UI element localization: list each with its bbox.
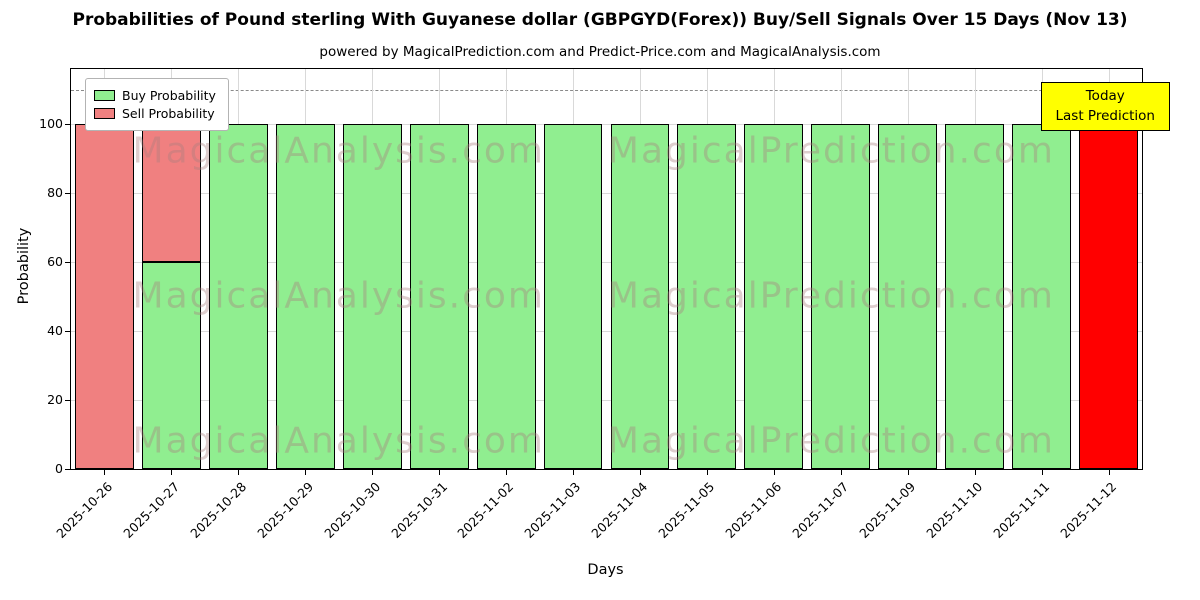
x-tick-mark (1108, 469, 1110, 475)
x-tick-label: 2025-11-06 (722, 479, 785, 541)
x-tick-label: 2025-10-30 (320, 479, 383, 541)
y-tick-label: 0 (55, 461, 63, 476)
bar-segment (409, 124, 469, 469)
bar-segment (811, 124, 871, 469)
legend-swatch (94, 90, 115, 101)
x-tick-mark (773, 469, 775, 475)
bar-segment (610, 124, 670, 469)
y-tick-label: 20 (47, 392, 63, 408)
dashed-threshold-line (71, 89, 1142, 91)
x-tick-mark (1041, 469, 1043, 475)
y-tick-mark (65, 469, 71, 470)
annotation-line-2: Last Prediction (1055, 107, 1155, 124)
x-tick-mark (439, 469, 441, 475)
x-tick-label: 2025-10-29 (253, 479, 316, 541)
x-tick-label: 2025-11-07 (789, 479, 852, 541)
bar-segment (141, 262, 201, 469)
x-tick-label: 2025-11-05 (655, 479, 718, 541)
y-tick-label: 80 (47, 185, 63, 201)
x-tick-mark (573, 469, 575, 475)
gridline-horizontal (71, 124, 1142, 126)
y-tick-label: 100 (39, 116, 63, 132)
x-tick-mark (840, 469, 842, 475)
bar-segment (744, 124, 804, 469)
bar-segment (342, 124, 402, 469)
x-tick-label: 2025-10-28 (186, 479, 249, 541)
x-tick-mark (706, 469, 708, 475)
bar-segment (945, 124, 1005, 469)
x-tick-mark (974, 469, 976, 475)
x-tick-mark (506, 469, 508, 475)
x-tick-label: 2025-10-26 (53, 479, 116, 541)
x-tick-label: 2025-11-09 (856, 479, 919, 541)
bar-segment (1079, 124, 1138, 469)
x-tick-mark (104, 469, 106, 475)
today-annotation: Today Last Prediction (1040, 82, 1170, 132)
legend-box: Buy Probability Sell Probability (85, 78, 229, 131)
x-tick-mark (171, 469, 173, 475)
chart-subtitle: powered by MagicalPrediction.com and Pre… (319, 44, 881, 60)
bar-segment (476, 124, 536, 469)
x-tick-label: 2025-11-03 (521, 479, 584, 541)
bar-segment (878, 124, 938, 469)
legend-label: Buy Probability (122, 88, 216, 103)
x-tick-label: 2025-11-12 (1057, 479, 1120, 541)
y-tick-label: 60 (47, 254, 63, 270)
gridline-horizontal (71, 400, 1142, 402)
x-tick-label: 2025-11-02 (454, 479, 517, 541)
x-tick-mark (372, 469, 374, 475)
legend-label: Sell Probability (122, 106, 215, 121)
y-tick-mark (65, 331, 71, 333)
annotation-line-1: Today (1085, 88, 1125, 104)
gridline-horizontal (71, 262, 1142, 264)
chart-title: Probabilities of Pound sterling With Guy… (72, 10, 1128, 30)
x-tick-label: 2025-10-31 (387, 479, 450, 541)
gridline-horizontal (71, 331, 1142, 333)
x-tick-mark (907, 469, 909, 475)
x-tick-label: 2025-11-11 (990, 479, 1053, 541)
bar-segment (543, 124, 603, 469)
x-tick-mark (305, 469, 307, 475)
legend-item: Sell Probability (94, 106, 216, 121)
y-tick-mark (65, 124, 71, 126)
gridline-horizontal (71, 193, 1142, 195)
bar-segment (208, 124, 268, 469)
y-tick-mark (65, 193, 71, 195)
bar-segment (1012, 124, 1072, 469)
bar-segment (275, 124, 335, 469)
x-tick-mark (238, 469, 240, 475)
y-tick-mark (65, 400, 71, 402)
legend-swatch (94, 108, 115, 119)
x-tick-label: 2025-10-27 (120, 479, 183, 541)
y-tick-mark (65, 262, 71, 264)
bar-segment (677, 124, 737, 469)
bar-segment (75, 124, 134, 469)
legend-item: Buy Probability (94, 88, 216, 103)
plot-area: Buy Probability Sell Probability 0 20 40 60 8… (39, 68, 1143, 541)
x-axis-label: Days (587, 562, 624, 578)
x-tick-label: 2025-11-10 (923, 479, 986, 541)
y-tick-label: 40 (47, 323, 63, 339)
x-tick-label: 2025-11-04 (588, 479, 651, 541)
bar-segment (141, 124, 201, 263)
x-tick-mark (639, 469, 641, 475)
